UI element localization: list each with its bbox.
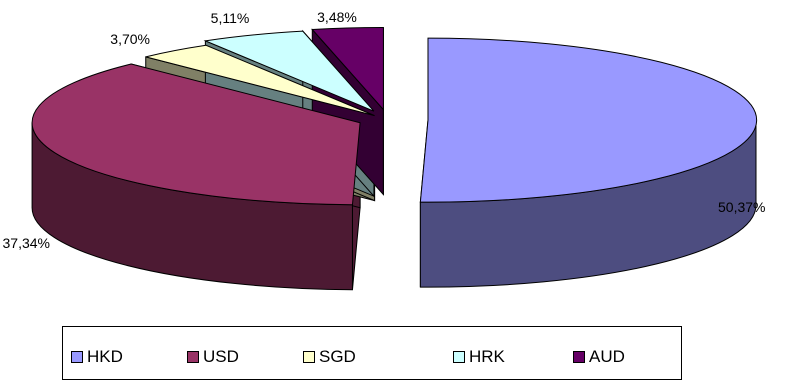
legend-item-hkd: HKD [71, 347, 123, 367]
legend-item-usd: USD [187, 347, 239, 367]
pie-slice-aud [311, 27, 384, 111]
data-label-aud: 3,48% [317, 9, 357, 25]
legend-label-usd: USD [203, 347, 239, 366]
pie-slice-usd [31, 63, 361, 206]
data-label-sgd: 3,70% [110, 31, 150, 47]
legend-item-aud: AUD [573, 347, 625, 367]
data-label-usd: 37,34% [3, 235, 50, 251]
legend-swatch-sgd [303, 351, 315, 363]
legend-swatch-aud [573, 351, 585, 363]
legend-item-sgd: SGD [303, 347, 356, 367]
legend-label-sgd: SGD [319, 347, 356, 366]
pie-slice-sgd [145, 44, 375, 117]
data-label-hrk: 5,11% [211, 10, 250, 26]
legend-label-hkd: HKD [87, 347, 123, 366]
data-label-hkd: 50,37% [718, 199, 765, 215]
legend: HKD USD SGD HRK AUD [62, 326, 682, 380]
legend-swatch-hkd [71, 351, 83, 363]
legend-label-aud: AUD [589, 347, 625, 366]
legend-swatch-hrk [453, 351, 465, 363]
legend-label-hrk: HRK [469, 347, 505, 366]
pie-slice-hrk [203, 30, 375, 112]
legend-item-hrk: HRK [453, 347, 505, 367]
pie-slice-hkd [419, 37, 758, 203]
legend-swatch-usd [187, 351, 199, 363]
